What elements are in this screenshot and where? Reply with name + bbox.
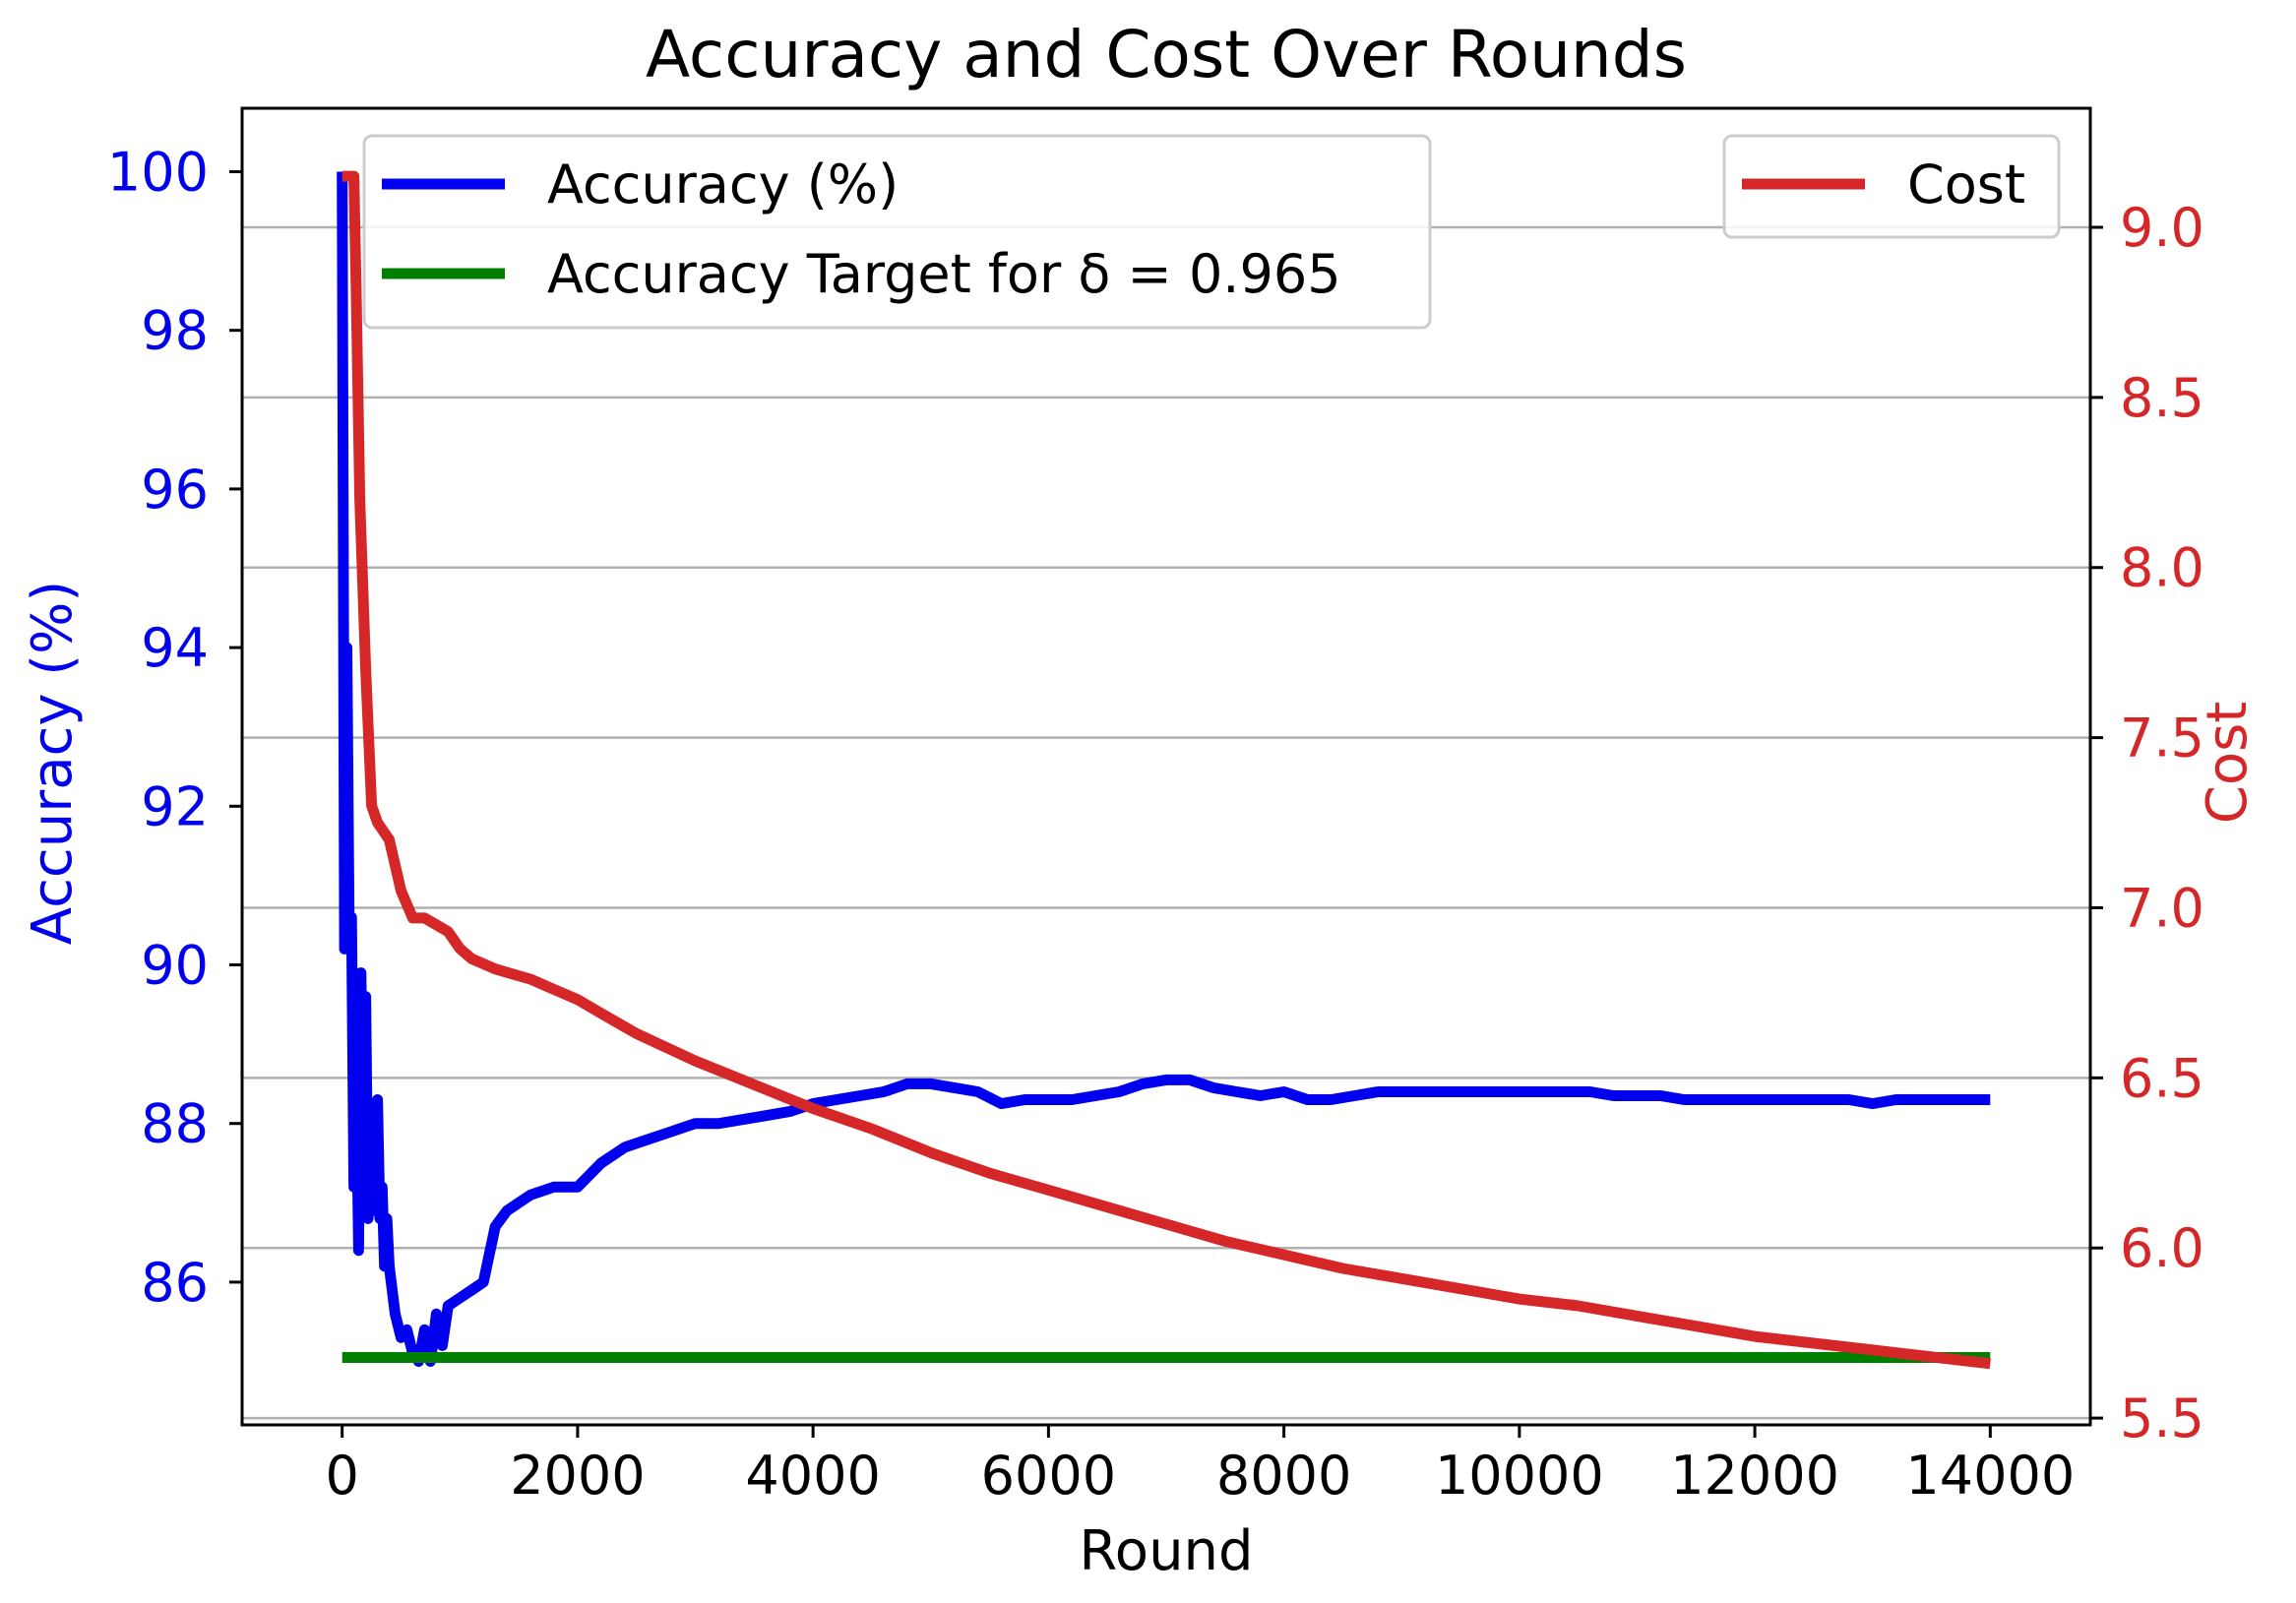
legend-right: Cost (1722, 134, 2061, 239)
legend-left: Accuracy (%) Accuracy Target for δ = 0.9… (362, 134, 1432, 330)
y-right-tick-label: 6.0 (2120, 1217, 2204, 1279)
series-line-accuracy (337, 171, 1991, 1367)
y-right-tick-label: 8.5 (2120, 367, 2204, 429)
y-right-tick-label: 5.5 (2120, 1387, 2204, 1449)
y-right-tick-label: 6.5 (2120, 1047, 2204, 1109)
y-left-tick-label: 94 (141, 617, 209, 679)
y-axis-right-label: Cost (2196, 702, 2260, 825)
x-tick-label: 12000 (1670, 1445, 1839, 1507)
plot-lines (337, 170, 1991, 1370)
y-axis-left-label: Accuracy (%) (21, 581, 85, 945)
x-axis-label: Round (1079, 1519, 1253, 1583)
series-line-cost (341, 170, 1991, 1370)
y-left-tick-label: 88 (141, 1093, 209, 1155)
legend-right-box (1722, 134, 2061, 239)
legend-left-box (362, 134, 1432, 330)
x-tick-label: 4000 (745, 1445, 880, 1507)
y-left-tick-label: 100 (107, 141, 209, 203)
x-tick-label: 6000 (981, 1445, 1116, 1507)
y-left-tick-label: 86 (141, 1252, 209, 1314)
y-left-tick-label: 98 (141, 300, 209, 362)
y-left-tick-label: 96 (141, 459, 209, 521)
chart-title: Accuracy and Cost Over Rounds (646, 17, 1687, 92)
x-tick-label: 2000 (510, 1445, 645, 1507)
y-right-tick-label: 7.5 (2120, 708, 2204, 770)
legend-accuracy-label: Accuracy (%) (547, 154, 899, 216)
y-right-tick-label: 9.0 (2120, 197, 2204, 259)
x-tick-label: 0 (325, 1445, 358, 1507)
y-right-tick-label: 7.0 (2120, 877, 2204, 939)
legend-target-label: Accuracy Target for δ = 0.965 (547, 243, 1341, 305)
y-right-tick-label: 8.0 (2120, 537, 2204, 599)
x-tick-label: 14000 (1905, 1445, 2075, 1507)
y-left-tick-label: 90 (141, 935, 209, 997)
x-tick-label: 10000 (1435, 1445, 1604, 1507)
x-tick-label: 8000 (1216, 1445, 1351, 1507)
y-left-tick-label: 92 (141, 775, 209, 837)
plot-frame (240, 106, 2092, 1427)
axis-ticks: 0 2000 4000 6000 8000 10000 12000 14000 86 88 90 92… (107, 141, 2204, 1507)
legend-cost-label: Cost (1907, 154, 2025, 216)
